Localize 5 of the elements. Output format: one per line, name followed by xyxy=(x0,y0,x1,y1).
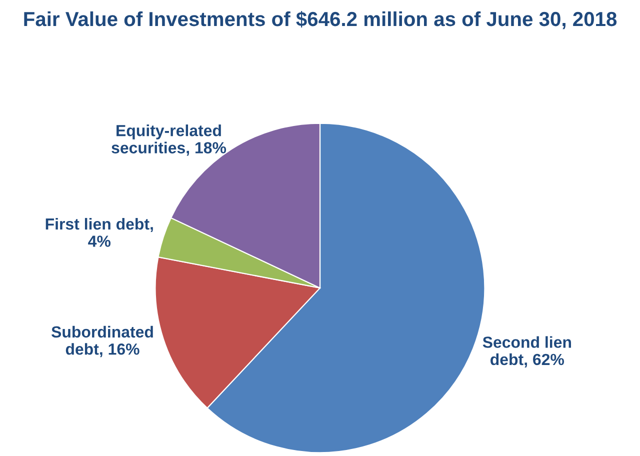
chart-title: Fair Value of Investments of $646.2 million as of June 30, 2018 xyxy=(24,11,617,30)
slice-label: First lien debt, 4% xyxy=(46,218,153,247)
slice-label: Second lien debt, 62% xyxy=(482,336,571,368)
slice-label: Subordinated debt, 16% xyxy=(51,326,153,358)
slice-label: Equity-related securities, 18% xyxy=(112,124,226,156)
